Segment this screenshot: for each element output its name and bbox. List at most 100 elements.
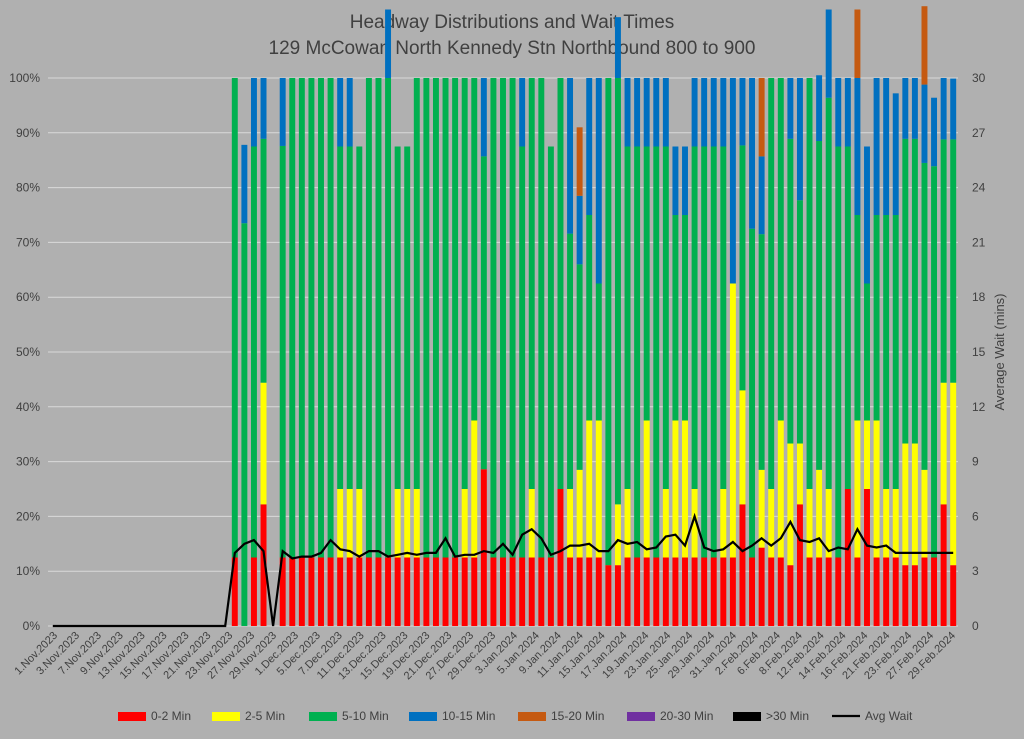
bar-segment	[365, 78, 372, 558]
bar-segment	[375, 557, 382, 626]
y-tick-label: 10%	[16, 564, 40, 578]
bar-segment	[758, 469, 765, 548]
bar-segment	[796, 200, 803, 444]
bar-segment	[260, 504, 267, 626]
y-tick-label: 0%	[23, 619, 41, 633]
bar-segment	[567, 557, 574, 626]
bar-segment	[931, 557, 938, 626]
bar-segment	[432, 557, 439, 626]
y-tick-label: 100%	[9, 71, 40, 85]
y2-tick-label: 30	[972, 71, 986, 85]
bar-segment	[509, 78, 516, 558]
bar-segment	[614, 17, 621, 79]
legend: 0-2 Min 2-5 Min 5-10 Min 10-15 Min 15-20 Min…	[118, 709, 913, 723]
bar-segment	[643, 146, 650, 421]
bar-segment	[250, 78, 257, 147]
bar-segment	[902, 138, 909, 444]
bar-segment	[825, 557, 832, 626]
bar-segment	[883, 215, 890, 489]
bar-segment	[873, 215, 880, 421]
bar-segment	[921, 84, 928, 163]
bar-segment	[777, 557, 784, 626]
bar-segment	[816, 557, 823, 626]
bar-segment	[231, 78, 238, 558]
bar-segment	[318, 78, 324, 558]
bar-segment	[298, 557, 305, 626]
bar-segment	[624, 146, 631, 489]
bar-segment	[662, 489, 669, 558]
bar-segment	[729, 78, 736, 284]
legend-swatch	[118, 712, 146, 721]
bar-segment	[442, 78, 449, 558]
bar-segment	[911, 443, 918, 566]
x-axis: 1.Nov.20233.Nov.20237.Nov.20239.Nov.2023…	[12, 630, 958, 683]
bar-segment	[471, 420, 478, 558]
bar-segment	[921, 469, 928, 558]
bar-segment	[768, 489, 775, 558]
bar-segment	[921, 162, 928, 470]
bar-segment	[796, 443, 803, 505]
avg-wait-polyline	[52, 512, 954, 628]
y2-tick-label: 24	[972, 181, 986, 195]
bar-segment	[624, 489, 631, 558]
bar-segment	[423, 557, 430, 626]
bar-segment	[624, 557, 631, 626]
bar-segment	[538, 557, 545, 626]
legend-label: 5-10 Min	[342, 709, 389, 723]
bar-segment	[835, 557, 842, 626]
bar-segment	[480, 469, 487, 626]
bar-segment	[289, 557, 296, 626]
bar-segment	[710, 78, 717, 147]
bar-segment	[509, 557, 516, 626]
bar-segment	[729, 283, 736, 558]
bar-segment	[260, 138, 267, 383]
bar-segment	[308, 557, 315, 626]
legend-label: Avg Wait	[865, 709, 913, 723]
y-tick-label: 40%	[16, 400, 40, 414]
bar-segment	[672, 420, 679, 558]
bar-segment	[825, 489, 832, 558]
bar-segment	[346, 557, 353, 626]
bar-segment	[624, 78, 631, 147]
bar-segment	[298, 78, 305, 558]
bar-segment	[653, 146, 660, 558]
bar-segment	[873, 420, 880, 558]
bar-segment	[318, 557, 324, 626]
bar-segment	[758, 234, 765, 470]
bar-segment	[337, 146, 344, 489]
bar-segment	[864, 420, 870, 489]
bar-segment	[279, 78, 286, 146]
bar-segment	[519, 557, 526, 626]
bar-segment	[739, 78, 746, 146]
bar-segment	[940, 139, 947, 383]
bar-segment	[691, 489, 698, 558]
bar-segment	[892, 93, 899, 215]
y2-axis: 0 3 6 9 12 15 18 21 24 27 30	[972, 71, 986, 633]
bar-segment	[576, 195, 583, 265]
bar-segment	[768, 78, 775, 489]
bar-segment	[911, 565, 918, 626]
y2-tick-label: 6	[972, 509, 979, 523]
bar-segment	[854, 78, 861, 215]
bar-segment	[567, 233, 574, 489]
bars	[231, 6, 957, 626]
bar-segment	[586, 215, 593, 421]
bar-segment	[423, 78, 430, 558]
bar-segment	[519, 78, 526, 147]
bar-segment	[758, 78, 765, 157]
legend-swatch	[733, 712, 761, 721]
bar-segment	[864, 489, 870, 626]
bar-segment	[519, 146, 526, 558]
bar-segment	[950, 139, 957, 383]
bar-segment	[758, 547, 765, 626]
chart-subtitle: 129 McCowan North Kennedy Stn Northbound…	[269, 38, 756, 59]
y2-tick-label: 27	[972, 126, 986, 140]
bar-segment	[844, 489, 851, 626]
bar-segment	[595, 557, 602, 626]
bar-segment	[442, 557, 449, 626]
legend-swatch	[518, 712, 546, 721]
legend-label: 10-15 Min	[442, 709, 495, 723]
bar-segment	[279, 557, 286, 626]
bar-segment	[816, 141, 823, 470]
